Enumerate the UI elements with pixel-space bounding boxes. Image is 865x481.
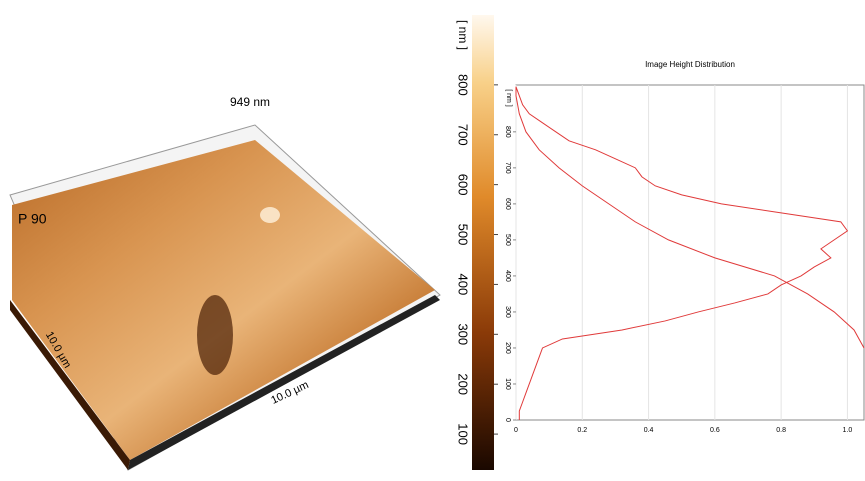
y-tick-label: 600 <box>504 198 511 210</box>
y-axis-label: [ nm ] <box>505 89 512 107</box>
x-tick-label: 0.4 <box>644 427 654 434</box>
y-tick-label: 300 <box>504 306 511 318</box>
sample-label: P 90 <box>18 211 47 227</box>
y-tick-label: 700 <box>504 162 511 174</box>
x-tick-label: 0 <box>514 427 518 434</box>
x-tick-label: 0.8 <box>776 427 786 434</box>
chart-title: Image Height Distribution <box>645 60 735 69</box>
y-tick-label: 200 <box>504 342 511 354</box>
y-tick-label: 100 <box>504 378 511 390</box>
colorbar-tick-label: 300 <box>456 323 471 345</box>
x-tick-label: 0.2 <box>577 427 587 434</box>
plot-frame <box>515 84 865 421</box>
afm-surface <box>9 124 441 471</box>
height-label: 949 nm <box>230 95 270 109</box>
y-tick-label: 0 <box>504 418 511 422</box>
colorbar-tick-label: 500 <box>456 224 471 246</box>
colorbar-tick-label: 100 <box>456 423 471 445</box>
colorbar-tick-label: 200 <box>456 373 471 395</box>
colorbar-tick-label: 700 <box>456 124 471 146</box>
y-tick-label: 800 <box>504 126 511 138</box>
colorbar-tick-label: 400 <box>456 274 471 296</box>
colorbar-tick-label: 800 <box>456 74 471 96</box>
series-line <box>515 86 849 420</box>
y-tick-label: 400 <box>504 270 511 282</box>
x-tick-label: 1.0 <box>843 427 853 434</box>
x-tick-label: 0.6 <box>710 427 720 434</box>
colorbar <box>472 15 494 470</box>
series-line <box>515 86 865 349</box>
y-tick-label: 500 <box>504 234 511 246</box>
colorbar-tick-label: 600 <box>456 174 471 196</box>
colorbar-label: [ nm ] <box>456 20 470 50</box>
